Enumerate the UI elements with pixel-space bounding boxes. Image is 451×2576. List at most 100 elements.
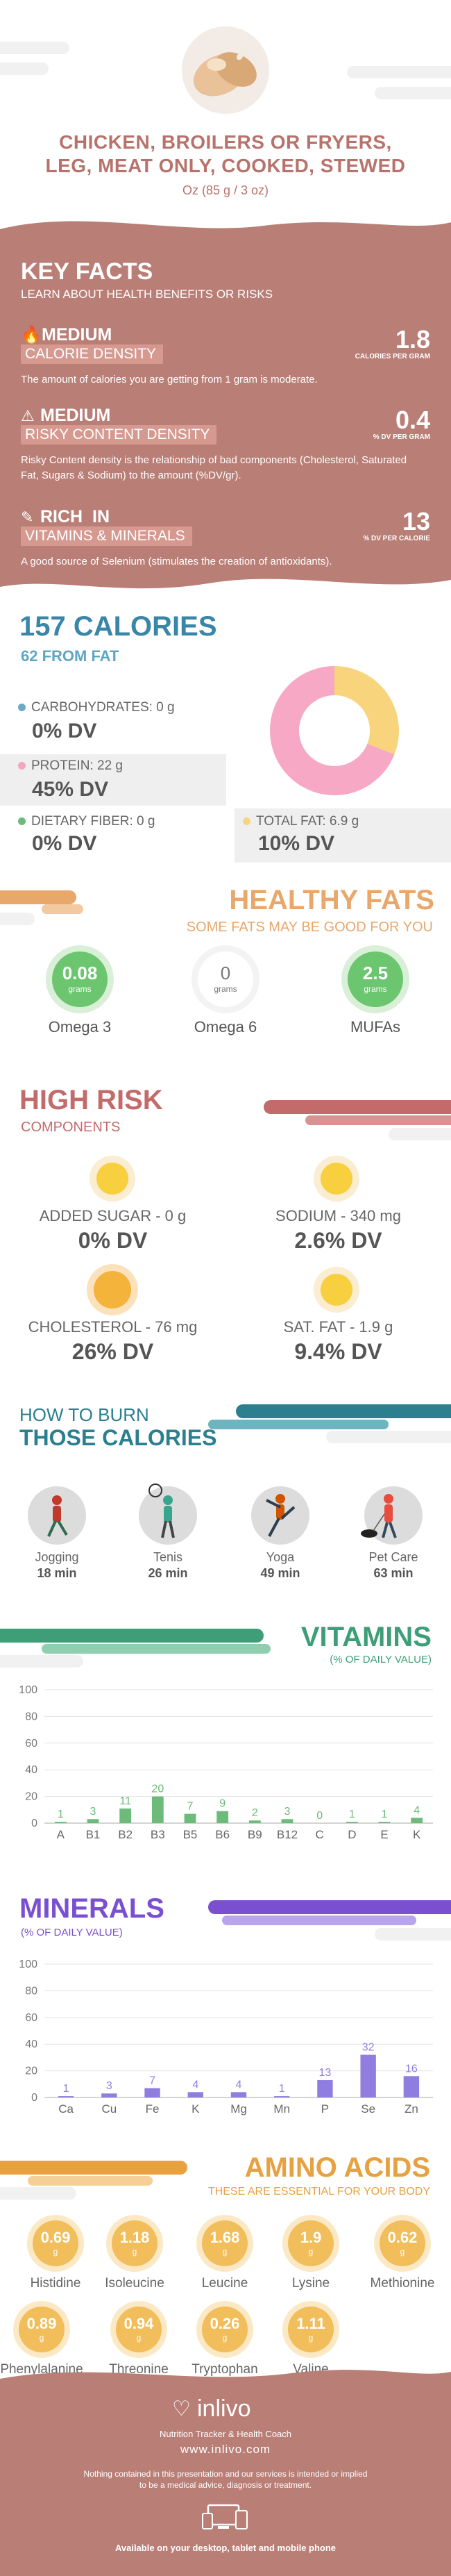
amino-name: Tryptophan [192, 2362, 258, 2377]
deco-bar [0, 63, 49, 75]
omega6-circle: 0 grams [198, 952, 253, 1007]
vitamins-level: RICH IN [40, 507, 110, 526]
omega6-unit: grams [214, 984, 237, 994]
minerals-heading: MINERALS [19, 1893, 164, 1924]
vitamin-bar [151, 1796, 164, 1823]
vitamin-ytick-label: 0 [31, 1818, 37, 1829]
key-facts-section: KEY FACTS LEARN ABOUT HEALTH BENEFITS OR… [0, 201, 451, 597]
amino-value: 1.9 [300, 2229, 322, 2246]
deco-bar [0, 890, 76, 904]
amino-circle: 0.94 g [116, 2307, 162, 2352]
amino-circle: 0.62 g [380, 2220, 425, 2266]
mineral-value-label: 32 [362, 2042, 375, 2054]
mineral-ytick-label: 0 [31, 2092, 37, 2104]
vitamin-category-label: B6 [215, 1828, 230, 1841]
sat-fat-dv: 9.4% DV [294, 1339, 382, 1364]
food-title-line2: LEG, MEAT ONLY, COOKED, STEWED [45, 155, 406, 176]
jogging-icon [28, 1486, 86, 1545]
from-fat-label: 62 FROM FAT [21, 647, 119, 665]
carbs-dv: 0% DV [32, 720, 97, 742]
cholesterol-label: CHOLESTEROL - 76 mg [28, 1318, 198, 1336]
deco-bar [0, 2187, 76, 2200]
amino-name: Threonine [109, 2362, 169, 2377]
vitamins-value: 13 [402, 507, 430, 535]
amino-unit: g [222, 2333, 228, 2343]
risky-density-unit: % DV PER GRAM [373, 433, 430, 441]
vitamin-bar [119, 1808, 132, 1823]
minerals-section: MINERALS (% OF DAILY VALUE) 0 20 40 60 80 100… [0, 1875, 451, 2139]
mineral-ytick-label: 20 [25, 2066, 37, 2077]
deco-bar [42, 1644, 271, 1654]
fat-highlight [235, 808, 451, 863]
amino-name: Leucine [201, 2276, 248, 2291]
cholesterol-dv: 26% DV [71, 1339, 154, 1364]
vitamins-bar-chart: 0204060801001A3B111B220B37B59B62B93B120C… [19, 1684, 433, 1841]
amino-unit: g [53, 2247, 58, 2257]
amino-circle: 0.69 g [33, 2220, 78, 2266]
risky-density-desc: Risky Content density is the relationshi… [21, 454, 407, 481]
mufas-value: 2.5 [362, 963, 389, 983]
amino-unit: g [308, 2247, 314, 2257]
risky-density-label: RISKY CONTENT DENSITY [21, 425, 217, 444]
yoga-time: 49 min [260, 1566, 300, 1580]
vitamin-value-label: 4 [414, 1804, 420, 1816]
vitamins-subheading: (% OF DAILY VALUE) [330, 1654, 432, 1665]
header-section: CHICKEN, BROILERS OR FRYERS, LEG, MEAT O… [0, 0, 451, 215]
amino-circle: 0.26 g [202, 2307, 248, 2352]
fiber-label: DIETARY FIBER: 0 g [31, 814, 155, 829]
vitamin-category-label: K [413, 1828, 421, 1841]
yoga-icon [251, 1486, 309, 1545]
deco-bar [222, 1916, 416, 1925]
deco-bar [236, 1404, 451, 1418]
vitamin-category-label: A [57, 1828, 65, 1841]
omega3-unit: grams [68, 984, 92, 994]
amino-unit: g [400, 2247, 405, 2257]
leaf-icon: ✎ [21, 508, 34, 526]
amino-unit: g [222, 2247, 228, 2257]
vitamin-value-label: 1 [58, 1809, 64, 1820]
fiber-row: DIETARY FIBER: 0 g [18, 814, 155, 829]
smiling-face-icon-2 [321, 1274, 352, 1306]
mineral-bar [144, 2088, 160, 2097]
pet-care-time: 63 min [373, 1566, 414, 1580]
minerals-subheading: (% OF DAILY VALUE) [21, 1927, 123, 1938]
mineral-bar [58, 2096, 74, 2097]
key-facts-heading: KEY FACTS [21, 258, 153, 285]
calorie-density-unit: CALORIES PER GRAM [355, 353, 430, 360]
food-title-line1: CHICKEN, BROILERS OR FRYERS, [59, 131, 392, 153]
yoga-name: Yoga [266, 1550, 295, 1564]
deco-bar [305, 1115, 451, 1125]
vitamin-bar [184, 1813, 196, 1823]
deco-bar [0, 1629, 264, 1643]
macro-donut-chart [270, 666, 399, 795]
deco-bar [0, 42, 69, 54]
mufas-circle: 2.5 grams [348, 952, 403, 1007]
amino-circle: 1.9 g [288, 2220, 334, 2266]
heart-logo-icon: ♡ [172, 2398, 191, 2420]
protein-label: PROTEIN: 22 g [31, 758, 123, 773]
vitamin-bar [378, 1822, 391, 1823]
amino-heading: AMINO ACIDS [244, 2152, 430, 2183]
amino-name: Methionine [370, 2276, 435, 2291]
mineral-bar [360, 2054, 376, 2097]
tennis-name: Tenis [153, 1550, 183, 1564]
vitamin-ytick-label: 60 [25, 1738, 37, 1750]
high-risk-heading: HIGH RISK [19, 1085, 163, 1115]
brand-url: www.inlivo.com [180, 2443, 271, 2456]
amino-unit: g [136, 2333, 142, 2343]
amino-section: AMINO ACIDS THESE ARE ESSENTIAL FOR YOUR… [0, 2143, 451, 2379]
mineral-value-label: 3 [106, 2080, 112, 2092]
vitamin-value-label: 2 [252, 1807, 258, 1819]
mineral-value-label: 16 [405, 2063, 418, 2075]
vitamin-value-label: 3 [284, 1806, 291, 1818]
calories-section: 157 CALORIES 62 FROM FAT CARBOHYDRATES: … [0, 597, 451, 875]
fat-row: TOTAL FAT: 6.9 g [243, 814, 359, 829]
vitamin-bar [54, 1822, 67, 1823]
flame-icon: 🔥 [21, 326, 42, 344]
mineral-ytick-label: 60 [25, 2012, 37, 2024]
amino-value: 0.69 [40, 2229, 71, 2246]
burn-section: HOW TO BURN THOSE CALORIES Jogging 18 mi… [0, 1389, 451, 1590]
omega3-circle: 0.08 grams [52, 952, 108, 1007]
amino-unit: g [39, 2333, 44, 2343]
amino-value: 0.62 [387, 2229, 418, 2246]
